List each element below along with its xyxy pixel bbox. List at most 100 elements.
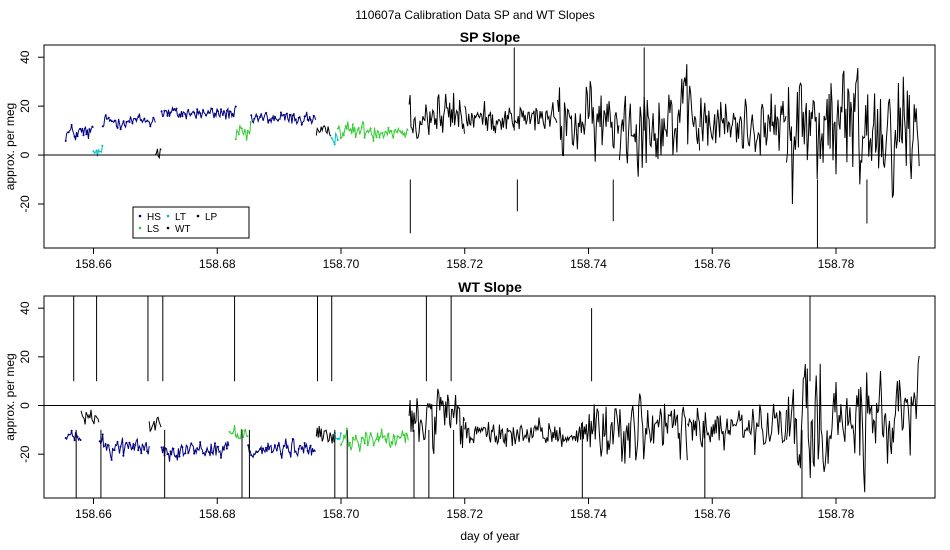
series-segment-hs xyxy=(250,111,317,127)
series-segment-hs xyxy=(247,438,316,459)
data-point xyxy=(211,107,214,110)
data-point xyxy=(312,114,315,117)
data-point xyxy=(342,134,345,137)
data-point xyxy=(265,446,267,449)
y-tick-label: 40 xyxy=(18,301,32,315)
data-point xyxy=(172,447,175,450)
data-point xyxy=(131,122,134,125)
data-point xyxy=(187,452,190,454)
data-point xyxy=(181,115,184,118)
data-point xyxy=(375,438,378,441)
series-segment-lt xyxy=(331,131,339,145)
data-point xyxy=(125,121,128,123)
data-point xyxy=(202,452,205,455)
data-point xyxy=(231,432,234,435)
data-point xyxy=(119,445,122,448)
data-point xyxy=(205,450,208,453)
panel-sp-slope: SP Slope 158.66 158.68 158.70 158.72 158.74 1… xyxy=(3,29,936,271)
data-point xyxy=(243,429,246,432)
series-segment-wt xyxy=(408,92,465,140)
data-point xyxy=(402,434,405,437)
data-point xyxy=(250,454,253,457)
x-tick-label: 158.78 xyxy=(818,507,855,521)
data-point xyxy=(351,436,354,439)
data-point xyxy=(199,112,202,115)
data-point xyxy=(70,123,73,126)
data-point xyxy=(294,450,297,453)
x-tick-label: 158.72 xyxy=(446,257,483,271)
data-point xyxy=(393,435,396,438)
data-point xyxy=(297,116,300,119)
legend-marker xyxy=(166,226,170,230)
data-point xyxy=(345,427,348,430)
data-point xyxy=(169,111,172,114)
data-point xyxy=(387,432,390,435)
plot-frame xyxy=(43,295,936,499)
data-point xyxy=(396,435,399,438)
data-point xyxy=(399,436,402,439)
data-point xyxy=(357,127,360,129)
data-point xyxy=(101,125,104,128)
data-point xyxy=(303,442,306,444)
series-segment-wt xyxy=(581,393,688,464)
x-tick-label: 158.74 xyxy=(570,507,607,521)
data-point xyxy=(175,454,178,457)
data-point xyxy=(339,137,342,139)
data-point xyxy=(104,114,107,117)
legend-item-hs: HS xyxy=(138,212,161,223)
legend-label: WT xyxy=(175,224,191,235)
data-series-group xyxy=(64,47,920,248)
panel-title: WT Slope xyxy=(458,279,522,295)
series-segment-lp xyxy=(315,425,335,444)
series-segment-lp xyxy=(80,409,100,425)
data-point xyxy=(175,107,178,110)
data-point xyxy=(79,127,82,130)
data-point xyxy=(199,441,202,444)
data-point xyxy=(217,110,219,113)
figure-suptitle: 110607a Calibration Data SP and WT Slope… xyxy=(355,8,594,22)
x-tick-label: 158.66 xyxy=(75,257,112,271)
x-tick-label: 158.66 xyxy=(75,507,112,521)
data-point xyxy=(340,443,342,446)
data-point xyxy=(149,125,152,128)
data-point xyxy=(291,114,294,117)
data-point xyxy=(354,136,357,138)
series-segment-wt xyxy=(786,67,920,205)
data-point xyxy=(306,118,309,121)
y-axis: -20 0 20 40 xyxy=(18,301,44,463)
data-point xyxy=(369,127,372,130)
data-point xyxy=(240,127,243,130)
data-point xyxy=(217,445,219,448)
data-point xyxy=(283,113,285,116)
series-segment-wt xyxy=(687,403,787,456)
data-point xyxy=(220,108,222,111)
data-point xyxy=(372,444,375,447)
data-point xyxy=(303,115,306,118)
data-point xyxy=(220,456,222,459)
data-point xyxy=(282,444,285,447)
y-axis-label: approx. per meg xyxy=(3,103,17,190)
data-point xyxy=(276,444,279,447)
data-point xyxy=(369,432,372,435)
data-point xyxy=(152,116,155,119)
data-point xyxy=(343,434,345,437)
plot-frame xyxy=(43,44,936,249)
data-point xyxy=(178,113,181,116)
data-point xyxy=(225,447,228,450)
data-point xyxy=(366,444,369,447)
legend-marker xyxy=(138,226,142,230)
legend-box xyxy=(132,206,250,239)
legend: HS LT LP LS WT xyxy=(132,206,250,239)
x-axis-label: day of year xyxy=(460,529,519,543)
series-segment-hs xyxy=(99,434,150,461)
data-point xyxy=(116,440,119,443)
data-point xyxy=(253,117,256,120)
series-segment-lp xyxy=(148,416,162,433)
data-point xyxy=(363,442,366,445)
y-axis-label: approx. per meg xyxy=(3,353,17,440)
data-point xyxy=(143,448,146,451)
data-point xyxy=(378,436,381,439)
data-point xyxy=(234,138,237,141)
legend-item-wt: WT xyxy=(166,224,191,235)
data-point xyxy=(101,144,104,147)
